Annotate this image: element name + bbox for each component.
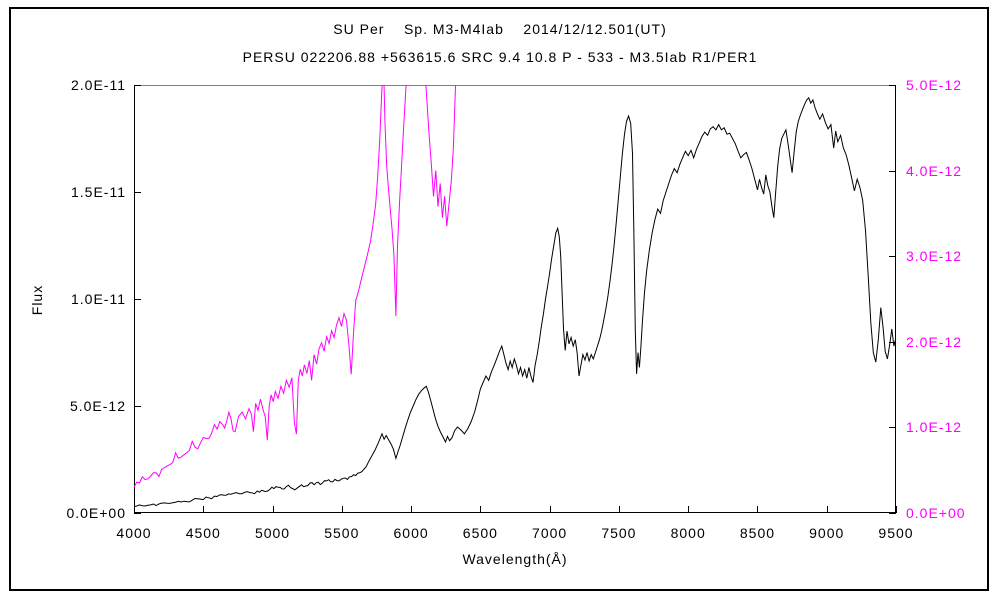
x-axis-label-wavelength: Wavelength(Å)	[462, 551, 568, 567]
plot-title: SU Per Sp. M3-M4Iab 2014/12/12.501(UT)	[333, 21, 667, 37]
x-axis-tick-label: 7500	[601, 525, 637, 541]
right-axis-tick-label: 1.0E-12	[906, 419, 963, 436]
right-axis-tick-label: 4.0E-12	[906, 162, 963, 179]
x-axis-tick-label: 5500	[324, 525, 360, 541]
left-axis-tick-label: 1.0E-11	[71, 291, 126, 307]
x-axis-tick-label: 4000	[116, 525, 152, 541]
plot-subtitle: PERSU 022206.88 +563615.6 SRC 9.4 10.8 P…	[242, 49, 758, 65]
left-axis-tick-label: 5.0E-12	[69, 398, 126, 414]
right-axis-tick-label: 2.0E-12	[906, 333, 963, 350]
black-spectrum-line	[134, 96, 896, 508]
axis-ticks	[134, 85, 897, 514]
x-axis-tick-label: 9500	[878, 525, 914, 541]
x-axis-tick-label: 5000	[254, 525, 291, 541]
x-axis-tick-label: 6000	[393, 525, 429, 541]
right-axis-tick-label: 0.0E+00	[906, 505, 966, 521]
x-axis-tick-label: 6500	[462, 525, 498, 541]
x-axis-tick-label: 8000	[670, 525, 706, 541]
x-axis-tick-label: 7000	[532, 525, 568, 541]
right-axis-tick-label: 3.0E-12	[906, 248, 963, 265]
x-axis-tick-label: 9000	[809, 525, 845, 541]
left-axis-tick-label: 1.5E-11	[71, 184, 126, 200]
x-axis-tick-label: 4500	[185, 525, 221, 541]
left-axis-tick-label: 0.0E+00	[66, 505, 126, 521]
right-axis-tick-label: 5.0E-12	[906, 77, 963, 93]
magenta-spectrum-line	[134, 85, 457, 488]
left-axis-tick-label: 2.0E-11	[71, 77, 126, 93]
plot-frame	[134, 85, 896, 513]
x-axis-tick-label: 8500	[739, 525, 776, 541]
